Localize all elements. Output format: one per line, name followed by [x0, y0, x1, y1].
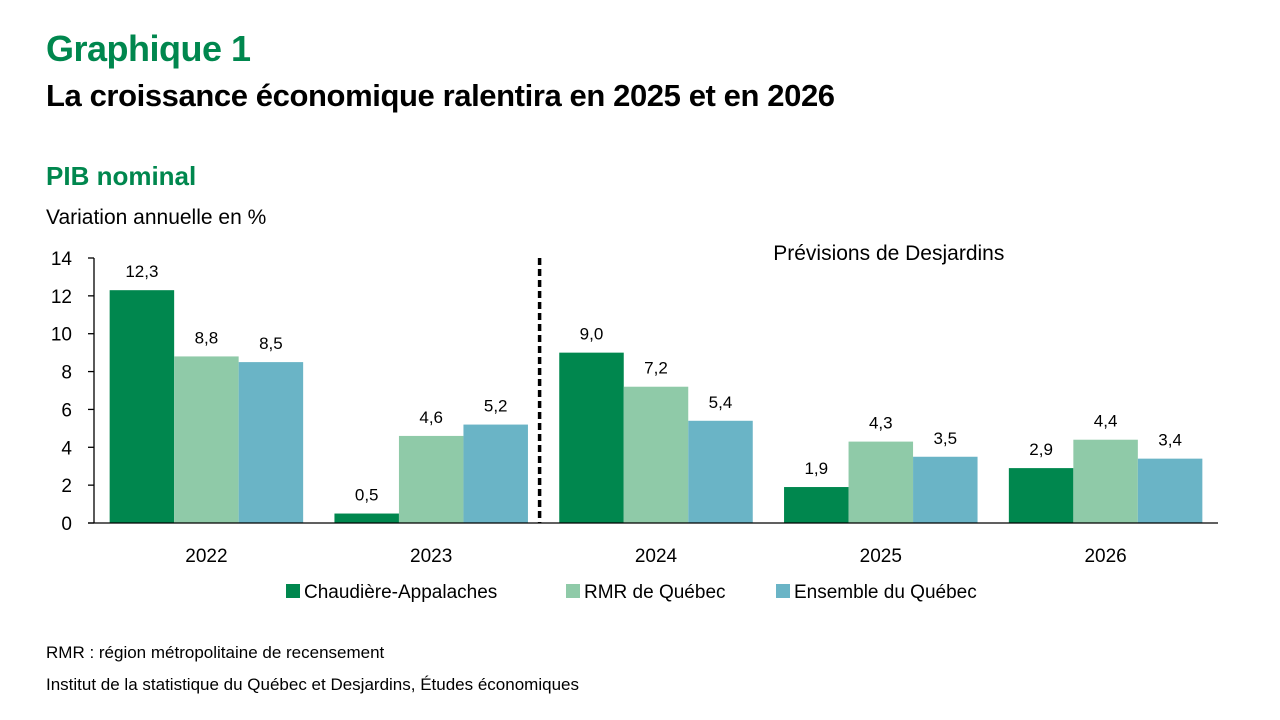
bar — [334, 513, 399, 523]
y-tick-label: 0 — [61, 514, 72, 535]
data-label: 5,2 — [484, 397, 508, 416]
x-category-label: 2022 — [185, 546, 227, 567]
chart-subtitle: PIB nominal — [46, 161, 197, 191]
bar — [784, 487, 849, 523]
legend-item: Chaudière-Appalaches — [286, 582, 497, 603]
bar — [559, 352, 624, 523]
data-label: 5,4 — [709, 393, 733, 412]
legend-swatch — [566, 584, 580, 598]
chart-title: La croissance économique ralentira en 20… — [46, 78, 835, 113]
data-label: 3,4 — [1158, 431, 1182, 450]
y-axis-unit-label: Variation annuelle en % — [46, 206, 267, 229]
data-label: 12,3 — [125, 262, 158, 281]
x-axis-categories: 2022 2023 2024 2025 2026 — [185, 546, 1126, 567]
data-label: 9,0 — [580, 325, 604, 344]
bar — [1008, 468, 1074, 523]
y-tick-label: 12 — [51, 287, 72, 308]
bar — [174, 356, 239, 523]
bar — [238, 362, 304, 523]
chart-kicker: Graphique 1 — [46, 28, 251, 69]
bar — [623, 386, 689, 523]
bars — [109, 290, 1203, 523]
legend-swatch — [776, 584, 790, 598]
x-category-label: 2025 — [860, 546, 902, 567]
legend: Chaudière-Appalaches RMR de Québec Ensembl… — [286, 582, 977, 603]
legend-label: Ensemble du Québec — [794, 582, 977, 603]
data-label: 3,5 — [933, 429, 957, 448]
data-label: 1,9 — [804, 459, 828, 478]
legend-swatch — [286, 584, 300, 598]
data-label: 7,2 — [644, 359, 668, 378]
bar — [913, 456, 978, 523]
source-note: Institut de la statistique du Québec et … — [46, 675, 579, 694]
data-label: 4,4 — [1094, 412, 1118, 431]
bar — [1073, 439, 1138, 523]
y-tick-label: 10 — [51, 325, 72, 346]
forecast-annotation: Prévisions de Desjardins — [773, 242, 1004, 265]
y-tick-label: 8 — [61, 363, 72, 384]
legend-item: Ensemble du Québec — [776, 582, 977, 603]
data-label: 4,3 — [869, 414, 893, 433]
x-category-label: 2023 — [410, 546, 452, 567]
y-tick-label: 6 — [61, 400, 72, 421]
data-label: 4,6 — [419, 408, 443, 427]
legend-item: RMR de Québec — [566, 582, 726, 603]
data-label: 8,8 — [195, 328, 219, 347]
footnote-rmr: RMR : région métropolitaine de recenseme… — [46, 643, 385, 662]
legend-label: Chaudière-Appalaches — [304, 582, 497, 603]
data-labels: 12,3 8,8 8,5 0,5 4,6 5,2 9,0 7,2 5,4 1,9 4,3 3,5 2,9… — [125, 262, 1182, 504]
bar — [688, 420, 753, 523]
data-label: 0,5 — [355, 486, 379, 505]
bar — [398, 435, 464, 523]
bar — [463, 424, 528, 523]
bar — [1137, 458, 1203, 523]
x-category-label: 2026 — [1084, 546, 1126, 567]
y-axis-ticks: 0 2 4 6 8 10 12 14 — [51, 249, 94, 535]
y-tick-label: 4 — [61, 438, 72, 459]
legend-label: RMR de Québec — [584, 582, 726, 603]
bar — [848, 441, 914, 523]
y-tick-label: 14 — [51, 249, 73, 270]
x-category-label: 2024 — [635, 546, 678, 567]
data-label: 2,9 — [1029, 440, 1053, 459]
bar — [109, 290, 175, 523]
y-tick-label: 2 — [61, 476, 72, 497]
data-label: 8,5 — [259, 334, 283, 353]
